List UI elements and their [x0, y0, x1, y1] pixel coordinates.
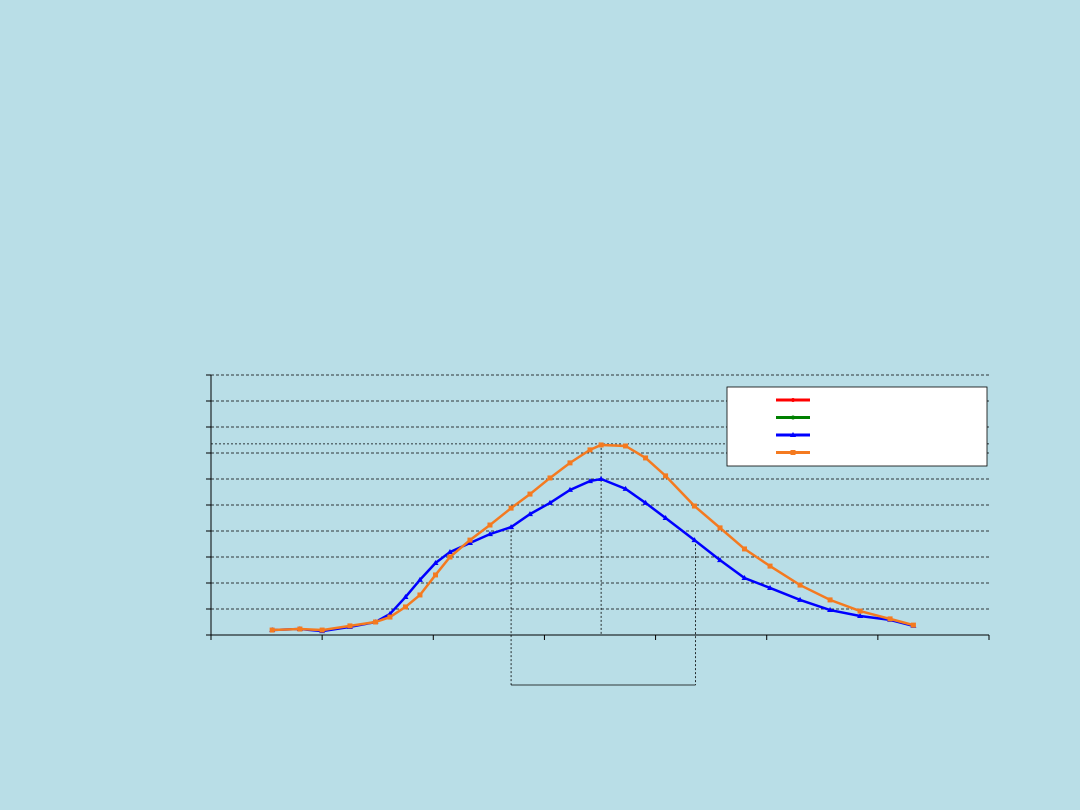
marker — [790, 432, 796, 437]
marker — [717, 557, 724, 563]
marker — [691, 503, 697, 509]
marker — [446, 549, 453, 555]
marker — [857, 613, 864, 619]
marker — [887, 616, 893, 622]
marker — [662, 515, 669, 520]
marker — [643, 455, 649, 461]
series-line — [272, 443, 914, 632]
marker — [797, 596, 804, 602]
marker — [717, 525, 723, 531]
marker — [527, 491, 533, 497]
marker — [598, 442, 604, 448]
marker — [741, 546, 747, 552]
marker — [827, 597, 833, 603]
marker — [467, 537, 473, 543]
marker — [790, 450, 796, 455]
marker — [910, 622, 916, 628]
marker — [417, 592, 423, 598]
marker — [508, 524, 515, 530]
legend — [726, 386, 988, 467]
marker — [269, 627, 275, 633]
marker — [486, 531, 493, 537]
marker — [487, 522, 493, 528]
marker — [691, 537, 698, 543]
marker — [767, 584, 774, 590]
marker — [372, 619, 378, 625]
marker — [447, 554, 453, 560]
marker — [857, 608, 863, 614]
series-line — [272, 477, 914, 633]
marker — [567, 460, 573, 466]
marker — [642, 499, 649, 505]
marker — [791, 415, 795, 420]
marker — [347, 623, 353, 629]
marker — [622, 485, 629, 491]
marker — [526, 511, 533, 517]
marker — [566, 486, 573, 492]
marker — [623, 443, 629, 449]
marker — [586, 478, 593, 484]
marker — [319, 627, 325, 633]
marker — [797, 582, 803, 588]
marker — [433, 572, 439, 578]
marker — [508, 505, 514, 511]
marker — [403, 604, 408, 610]
marker — [387, 614, 393, 620]
marker — [663, 473, 669, 479]
legend-box — [726, 386, 988, 467]
marker — [767, 563, 773, 569]
marker — [547, 475, 553, 481]
marker — [587, 447, 593, 453]
marker — [598, 476, 605, 481]
marker — [432, 559, 439, 565]
marker — [416, 576, 423, 582]
marker — [791, 398, 795, 402]
marker — [402, 594, 409, 600]
marker — [297, 626, 303, 632]
marker — [741, 575, 748, 581]
marker — [827, 607, 834, 613]
marker — [546, 499, 553, 505]
